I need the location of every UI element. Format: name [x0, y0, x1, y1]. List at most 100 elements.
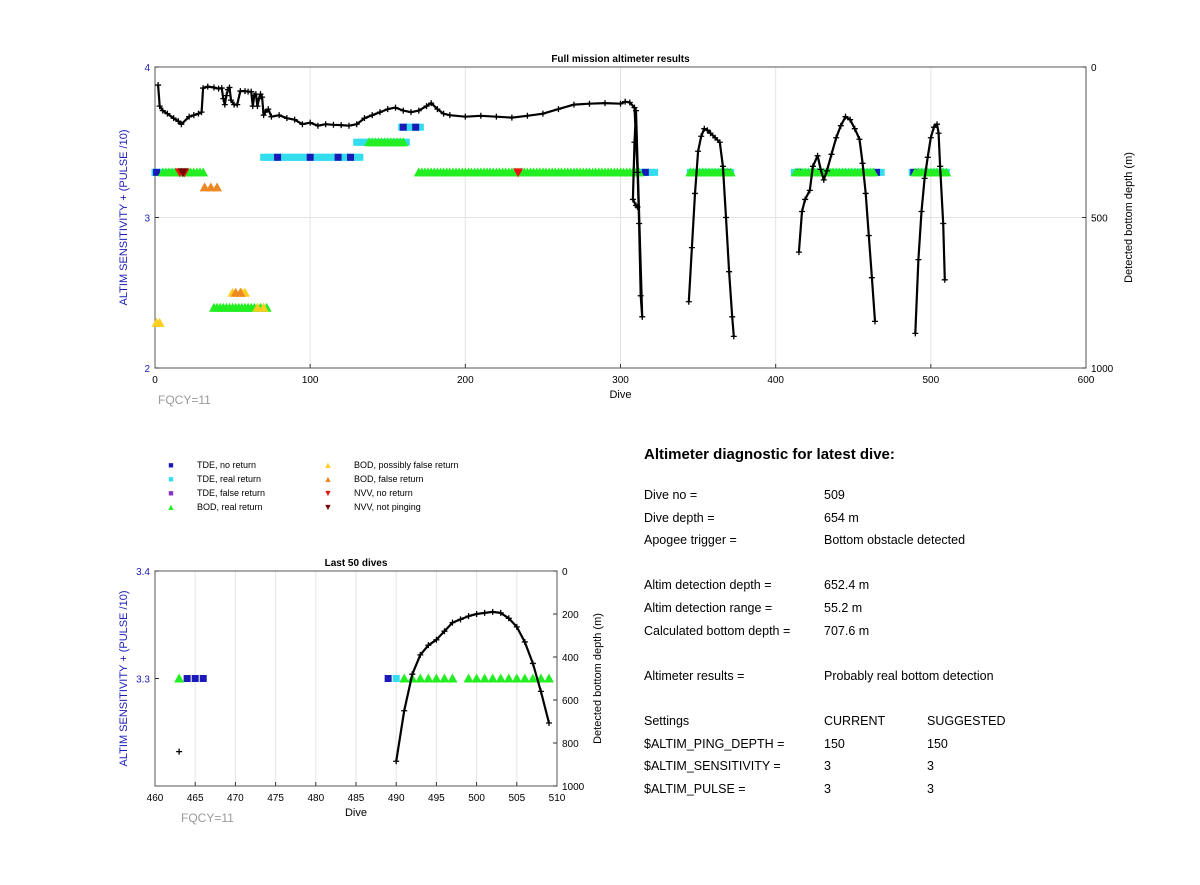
full-depth-point — [330, 121, 337, 128]
full-series — [157, 137, 952, 312]
full-depth-point — [345, 122, 352, 129]
full-depth-point — [361, 115, 368, 122]
full-depth-point — [847, 116, 854, 123]
diag-row-det-depth: Altim detection depth = 652.4 m — [644, 578, 1164, 601]
full-series — [177, 168, 188, 178]
diag-suggested: 150 — [927, 736, 948, 751]
last50-point — [527, 673, 538, 683]
full-depth-point — [719, 163, 726, 170]
full-depth-point — [637, 292, 644, 299]
full-depth-point — [234, 101, 241, 108]
full-depth-point — [865, 232, 872, 239]
full-depth-point — [255, 95, 262, 102]
diagnostic-title: Altimeter diagnostic for latest dive: — [644, 446, 895, 463]
full-depth-point — [423, 103, 430, 110]
last50-depth-point — [393, 758, 400, 765]
legend-label: BOD, possibly false return — [354, 460, 459, 470]
full-depth-point — [716, 139, 723, 146]
full-fqcy-annotation: FQCY=11 — [158, 393, 211, 407]
full-depth-point — [930, 124, 937, 131]
last50-point — [392, 675, 400, 682]
full-depth-point — [570, 101, 577, 108]
diag-row-apogee: Apogee trigger = Bottom obstacle detected — [644, 533, 1164, 556]
full-point — [873, 168, 881, 176]
legend-square-icon: ■ — [168, 488, 174, 498]
diag-value: 652.4 m — [824, 578, 870, 593]
diag-value: 509 — [824, 488, 845, 502]
diag-key: Dive depth = — [644, 510, 715, 525]
last50-y2-tick-label: 800 — [562, 739, 579, 750]
full-depth-point — [291, 116, 298, 123]
last50-point — [423, 673, 434, 683]
legend-item: ■ TDE, false return — [165, 487, 265, 499]
legend-square-icon: ■ — [168, 460, 174, 470]
last50-y2-tick-label: 1000 — [562, 782, 585, 793]
full-depth-point — [195, 110, 202, 117]
legend-label: NVV, no return — [354, 488, 413, 498]
full-depth-point — [723, 214, 730, 221]
last50-y-tick-label: 3.4 — [136, 567, 150, 578]
full-x-tick-label: 0 — [152, 375, 158, 386]
full-depth-point — [868, 274, 875, 281]
full-series — [912, 121, 948, 337]
full-depth-point — [257, 91, 264, 98]
full-depth-point — [601, 100, 608, 107]
last50-point — [399, 673, 410, 683]
legend-triangle-down-icon: ▼ — [323, 488, 333, 498]
full-y2-tick-label: 1000 — [1091, 364, 1114, 375]
legend-label: BOD, false return — [354, 474, 424, 484]
last50-x-tick-label: 460 — [147, 793, 164, 804]
full-point — [154, 317, 165, 327]
last50-depth-point — [505, 615, 512, 622]
full-depth-point — [634, 203, 641, 210]
last50-depth-point — [513, 623, 520, 630]
last50-x-tick-label: 500 — [468, 793, 485, 804]
full-depth-point — [170, 115, 177, 122]
last50-point — [183, 675, 191, 682]
legend-item: ■ TDE, no return — [165, 459, 256, 471]
last50-point — [384, 675, 392, 682]
legend-label: TDE, no return — [197, 460, 257, 470]
full-depth-point — [918, 208, 925, 215]
full-depth-point — [633, 107, 640, 114]
diag-key: Altim detection depth = — [644, 578, 772, 593]
full-depth-point — [276, 112, 283, 119]
full-depth-point — [802, 196, 809, 203]
last50-point — [511, 673, 522, 683]
legend-item: ▲ BOD, false return — [322, 473, 424, 485]
full-depth-point — [701, 125, 708, 132]
full-depth-point — [508, 114, 515, 121]
full-depth-point — [862, 190, 869, 197]
full-depth-point — [851, 125, 858, 132]
full-y2-axis-label: Detected bottom depth (m) — [1123, 152, 1135, 283]
full-series — [795, 113, 878, 325]
last50-point — [495, 673, 506, 683]
diag-key: Settings — [644, 713, 690, 728]
full-depth-point — [698, 133, 705, 140]
full-depth-point — [178, 121, 185, 128]
full-depth-point — [871, 318, 878, 325]
last50-x-tick-label: 495 — [428, 793, 445, 804]
diag-col-suggested: SUGGESTED — [927, 713, 1006, 728]
diag-value: 707.6 m — [824, 623, 870, 638]
full-depth-point — [446, 112, 453, 119]
diag-suggested: 3 — [927, 781, 934, 796]
last50-series — [393, 608, 552, 765]
full-depth-point — [555, 106, 562, 113]
full-depth-point — [159, 107, 166, 114]
full-depth-point — [927, 134, 934, 141]
diag-key: Calculated bottom depth = — [644, 623, 791, 638]
full-depth-point — [254, 103, 261, 110]
last50-depth-point — [409, 671, 416, 678]
full-depth-point — [823, 167, 830, 174]
full-depth-point — [428, 100, 435, 107]
full-depth-point — [221, 101, 228, 108]
full-depth-point — [322, 121, 329, 128]
full-x-tick-label: 500 — [922, 375, 939, 386]
last50-x-tick-label: 480 — [307, 793, 324, 804]
full-depth-point — [729, 313, 736, 320]
diag-row-results: Altimeter results = Probably real bottom … — [644, 669, 1164, 692]
last50-depth-point — [401, 707, 408, 714]
legend-item: ▲ BOD, possibly false return — [322, 459, 459, 471]
full-point — [235, 287, 246, 297]
